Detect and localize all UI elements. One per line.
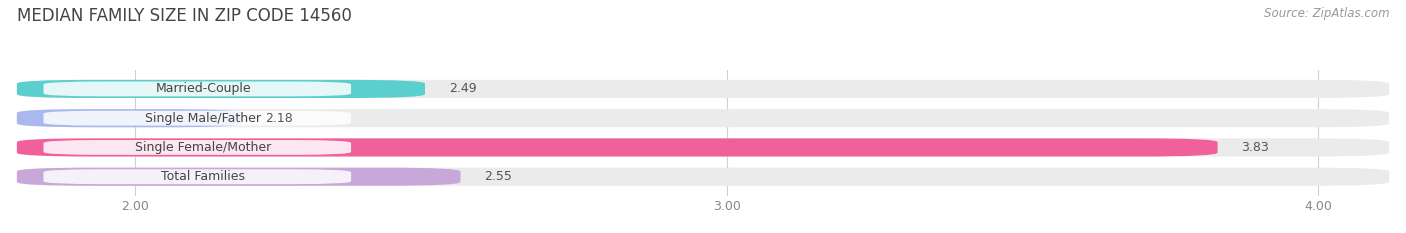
FancyBboxPatch shape: [17, 80, 425, 98]
FancyBboxPatch shape: [17, 138, 1389, 157]
Text: MEDIAN FAMILY SIZE IN ZIP CODE 14560: MEDIAN FAMILY SIZE IN ZIP CODE 14560: [17, 7, 352, 25]
Text: Source: ZipAtlas.com: Source: ZipAtlas.com: [1264, 7, 1389, 20]
FancyBboxPatch shape: [44, 82, 352, 96]
FancyBboxPatch shape: [44, 111, 352, 126]
Text: 3.83: 3.83: [1241, 141, 1270, 154]
Text: Single Female/Mother: Single Female/Mother: [135, 141, 271, 154]
Text: 2.55: 2.55: [484, 170, 512, 183]
Text: Single Male/Father: Single Male/Father: [145, 112, 262, 125]
FancyBboxPatch shape: [17, 109, 242, 127]
FancyBboxPatch shape: [17, 138, 1218, 157]
Text: 2.18: 2.18: [266, 112, 292, 125]
FancyBboxPatch shape: [17, 168, 1389, 186]
FancyBboxPatch shape: [17, 80, 1389, 98]
FancyBboxPatch shape: [17, 109, 1389, 127]
Text: Total Families: Total Families: [162, 170, 245, 183]
FancyBboxPatch shape: [44, 140, 352, 155]
Text: 2.49: 2.49: [449, 82, 477, 96]
Text: Married-Couple: Married-Couple: [156, 82, 252, 96]
FancyBboxPatch shape: [17, 168, 461, 186]
FancyBboxPatch shape: [44, 169, 352, 184]
